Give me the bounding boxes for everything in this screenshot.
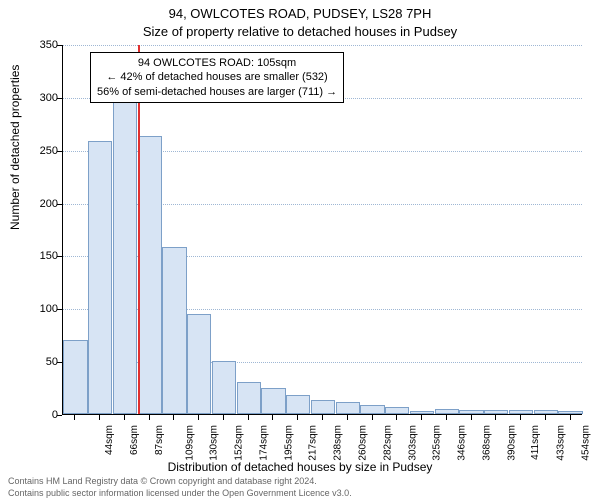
x-tick-mark <box>74 415 75 420</box>
x-tick-label: 433sqm <box>556 425 567 461</box>
y-tick-label: 0 <box>28 409 58 421</box>
bar <box>410 411 434 414</box>
y-tick-mark <box>57 415 62 416</box>
bar <box>187 314 211 414</box>
gridline <box>63 45 582 46</box>
x-tick-label: 195sqm <box>283 425 294 461</box>
x-tick-mark <box>248 415 249 420</box>
x-tick-mark <box>124 415 125 420</box>
x-tick-mark <box>297 415 298 420</box>
title-address: 94, OWLCOTES ROAD, PUDSEY, LS28 7PH <box>0 6 600 21</box>
x-tick-label: 174sqm <box>259 425 270 461</box>
x-tick-mark <box>495 415 496 420</box>
bar <box>237 382 261 414</box>
y-axis-label: Number of detached properties <box>8 65 22 230</box>
bar <box>360 405 384 415</box>
x-tick-label: 390sqm <box>506 425 517 461</box>
bar <box>558 411 582 414</box>
bar <box>435 409 459 414</box>
x-tick-label: 152sqm <box>234 425 245 461</box>
x-tick-label: 130sqm <box>209 425 220 461</box>
bar <box>534 410 558 414</box>
bar <box>212 361 236 414</box>
x-axis-label: Distribution of detached houses by size … <box>0 460 600 474</box>
x-tick-mark <box>421 415 422 420</box>
y-tick-label: 250 <box>28 145 58 157</box>
title-subtitle: Size of property relative to detached ho… <box>0 24 600 39</box>
x-tick-mark <box>99 415 100 420</box>
x-tick-mark <box>396 415 397 420</box>
x-tick-label: 87sqm <box>154 425 165 455</box>
x-tick-label: 260sqm <box>358 425 369 461</box>
bar <box>336 402 360 414</box>
bar <box>113 88 137 414</box>
x-tick-mark <box>223 415 224 420</box>
x-tick-mark <box>347 415 348 420</box>
annotation-line-3: 56% of semi-detached houses are larger (… <box>97 85 337 99</box>
x-tick-mark <box>545 415 546 420</box>
x-tick-mark <box>446 415 447 420</box>
y-tick-label: 350 <box>28 39 58 51</box>
x-tick-label: 66sqm <box>129 425 140 455</box>
x-tick-label: 346sqm <box>457 425 468 461</box>
bar <box>311 400 335 414</box>
y-tick-label: 150 <box>28 250 58 262</box>
x-tick-mark <box>173 415 174 420</box>
x-tick-label: 44sqm <box>104 425 115 455</box>
x-tick-label: 454sqm <box>580 425 591 461</box>
x-tick-label: 325sqm <box>432 425 443 461</box>
y-tick-label: 100 <box>28 303 58 315</box>
chart-container: 94, OWLCOTES ROAD, PUDSEY, LS28 7PH Size… <box>0 0 600 500</box>
footer-copyright: Contains HM Land Registry data © Crown c… <box>8 476 317 486</box>
bar <box>63 340 87 414</box>
x-tick-mark <box>570 415 571 420</box>
bar <box>88 141 112 414</box>
annotation-box: 94 OWLCOTES ROAD: 105sqm ← 42% of detach… <box>90 52 344 103</box>
x-tick-mark <box>520 415 521 420</box>
x-tick-label: 238sqm <box>333 425 344 461</box>
bar <box>261 388 285 414</box>
bar <box>484 410 508 414</box>
bar <box>459 410 483 414</box>
x-tick-mark <box>198 415 199 420</box>
x-tick-label: 411sqm <box>530 425 541 460</box>
bar <box>138 136 162 414</box>
x-tick-label: 109sqm <box>184 425 195 461</box>
bar <box>162 247 186 414</box>
bar <box>385 407 409 414</box>
bar <box>509 410 533 414</box>
y-tick-label: 50 <box>28 356 58 368</box>
annotation-line-1: 94 OWLCOTES ROAD: 105sqm <box>97 56 337 70</box>
x-tick-mark <box>149 415 150 420</box>
annotation-line-2: ← 42% of detached houses are smaller (53… <box>97 70 337 84</box>
bar <box>286 395 310 414</box>
x-tick-label: 303sqm <box>407 425 418 461</box>
x-tick-mark <box>272 415 273 420</box>
x-tick-mark <box>471 415 472 420</box>
x-tick-mark <box>372 415 373 420</box>
x-tick-mark <box>322 415 323 420</box>
y-tick-label: 300 <box>28 92 58 104</box>
x-tick-label: 282sqm <box>382 425 393 461</box>
x-tick-label: 217sqm <box>308 425 319 461</box>
y-tick-label: 200 <box>28 198 58 210</box>
footer-licence: Contains public sector information licen… <box>8 488 352 498</box>
x-tick-label: 368sqm <box>481 425 492 461</box>
